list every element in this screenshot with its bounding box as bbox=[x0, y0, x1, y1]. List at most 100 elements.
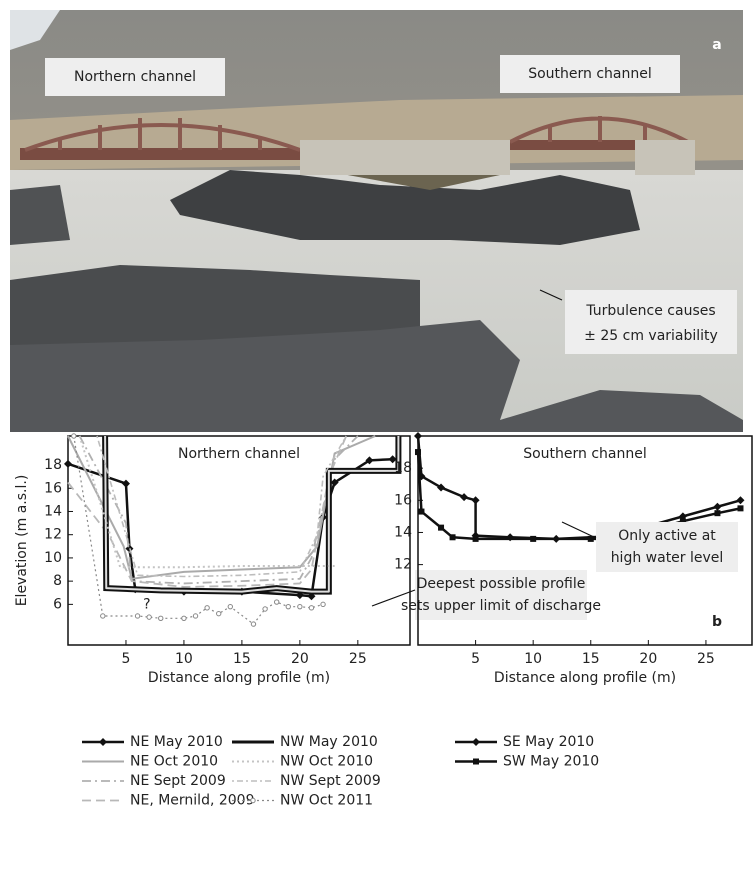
rock bbox=[10, 265, 420, 350]
legend-label: NW Sept 2009 bbox=[280, 773, 381, 789]
y-tick-label: 16 bbox=[44, 480, 62, 496]
marker bbox=[714, 510, 721, 517]
legend-label: NE Sept 2009 bbox=[130, 773, 226, 789]
legend-marker bbox=[250, 797, 256, 804]
legend-label: NW May 2010 bbox=[280, 734, 378, 750]
legend-label: NE May 2010 bbox=[130, 734, 223, 750]
bridge-truss bbox=[24, 118, 301, 152]
annotation-box bbox=[415, 570, 587, 620]
series-line-inner bbox=[104, 435, 400, 593]
x-tick-label: 10 bbox=[524, 651, 542, 667]
legend-label: NW Oct 2010 bbox=[280, 754, 373, 770]
marker bbox=[134, 613, 141, 619]
y-tick-label: 18 bbox=[44, 457, 62, 473]
marker bbox=[181, 615, 187, 621]
label-box bbox=[45, 58, 225, 96]
y-tick-label: 14 bbox=[44, 503, 62, 519]
x-tick-label: 15 bbox=[233, 651, 251, 667]
marker bbox=[472, 535, 479, 542]
photo-label: Northern channel bbox=[74, 69, 196, 85]
marker bbox=[679, 518, 686, 525]
x-tick-label: 20 bbox=[291, 651, 309, 667]
rock bbox=[10, 320, 743, 432]
series-line bbox=[67, 457, 393, 598]
label-box bbox=[500, 55, 680, 93]
series-line bbox=[96, 435, 347, 578]
y-tick-label: 6 bbox=[53, 596, 62, 612]
series-line bbox=[73, 435, 324, 625]
legend-label: NW Oct 2011 bbox=[280, 793, 373, 809]
marker bbox=[530, 535, 537, 542]
marker bbox=[415, 449, 421, 456]
legend-label: SE May 2010 bbox=[503, 734, 594, 750]
y-axis-label: Elevation (m a.s.l.) bbox=[14, 475, 30, 607]
marker bbox=[437, 483, 446, 492]
plot-frame bbox=[67, 435, 411, 646]
marker bbox=[736, 496, 745, 505]
x-tick-label: 15 bbox=[582, 651, 600, 667]
legend-marker bbox=[472, 738, 480, 746]
marker bbox=[64, 459, 72, 468]
x-tick-label: 10 bbox=[175, 651, 193, 667]
x-tick-label: 5 bbox=[471, 651, 480, 667]
marker bbox=[121, 479, 130, 488]
marker bbox=[414, 432, 422, 440]
annotation-box bbox=[596, 522, 738, 572]
y-tick-label: 16 bbox=[394, 492, 412, 508]
annotation-box bbox=[565, 290, 737, 354]
annotation-text: Deepest possible profile bbox=[417, 576, 586, 592]
rock bbox=[170, 170, 640, 245]
marker bbox=[460, 493, 469, 502]
y-tick-label: 12 bbox=[394, 557, 412, 573]
legend-marker bbox=[99, 738, 107, 746]
x-tick-label: 25 bbox=[697, 651, 715, 667]
series-line bbox=[78, 435, 359, 585]
annotation-question: ? bbox=[143, 596, 150, 612]
marker bbox=[330, 478, 339, 487]
marker bbox=[449, 534, 456, 541]
marker bbox=[216, 610, 222, 617]
series-line bbox=[78, 435, 335, 569]
marker bbox=[438, 524, 445, 531]
y-tick-label: 12 bbox=[44, 527, 62, 543]
legend-label: SW May 2010 bbox=[503, 754, 599, 770]
bridge bbox=[510, 140, 690, 150]
chart-title: Southern channel bbox=[523, 446, 647, 462]
photo-label: Southern channel bbox=[528, 66, 652, 82]
chart-title: Northern channel bbox=[178, 446, 300, 462]
marker bbox=[227, 603, 234, 610]
marker bbox=[308, 605, 315, 611]
marker bbox=[100, 613, 106, 619]
y-tick-label: 14 bbox=[394, 524, 412, 540]
annotation-text: high water level bbox=[611, 550, 724, 566]
marker bbox=[418, 508, 425, 515]
bridge-truss bbox=[509, 116, 689, 144]
pier bbox=[635, 140, 695, 175]
series-line bbox=[416, 452, 741, 541]
x-tick-label: 25 bbox=[349, 651, 367, 667]
x-axis-label: Distance along profile (m) bbox=[494, 670, 676, 686]
arrow bbox=[561, 521, 597, 539]
sky bbox=[10, 10, 60, 50]
marker bbox=[713, 502, 722, 511]
plot-frame bbox=[417, 435, 753, 646]
marker bbox=[204, 605, 210, 611]
marker bbox=[297, 603, 303, 610]
annotation-text: Turbulence causes bbox=[585, 303, 715, 319]
legend-marker bbox=[473, 758, 479, 765]
marker bbox=[192, 613, 199, 619]
marker bbox=[285, 603, 291, 610]
bridge bbox=[20, 148, 310, 160]
marker bbox=[250, 621, 257, 627]
annotation-text: Only active at bbox=[618, 528, 716, 544]
legend-label: NE Oct 2010 bbox=[130, 754, 218, 770]
x-axis-label: Distance along profile (m) bbox=[148, 670, 330, 686]
marker bbox=[737, 505, 744, 512]
annotation-text: sets upper limit of discharge bbox=[401, 598, 601, 614]
marker bbox=[146, 614, 152, 620]
marker bbox=[388, 455, 397, 464]
panel-label: b bbox=[712, 614, 722, 630]
arrow bbox=[371, 589, 416, 607]
